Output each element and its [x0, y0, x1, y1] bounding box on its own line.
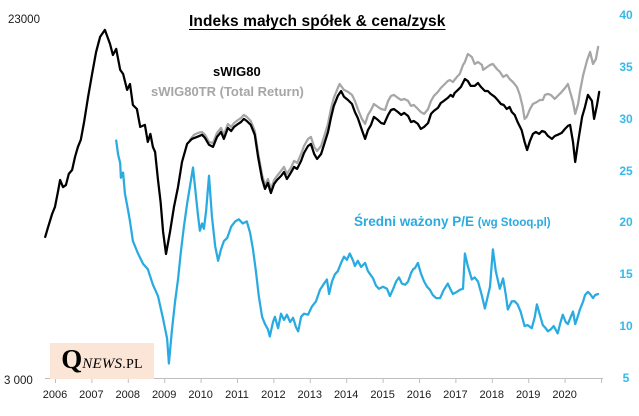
x-tick-label-2010: 2010: [188, 389, 213, 401]
right-axis-tick-label-35: 35: [619, 59, 633, 74]
series-label-pe-suffix: (wg Stooq.pl): [477, 217, 551, 229]
chart-title: Indeks małych spółek & cena/zysk: [189, 13, 446, 30]
x-tick-label-2015: 2015: [370, 389, 395, 401]
x-tick-label-2013: 2013: [297, 389, 323, 401]
x-tick-label-2018: 2018: [479, 389, 505, 401]
qnews-logo-news: NEWS: [82, 356, 123, 372]
series-line-p-e: [115, 139, 600, 365]
x-tick-label-2006: 2006: [42, 389, 68, 401]
series-label-swig80tr: sWIG80TR (Total Return): [151, 84, 304, 99]
series-label-pe-main: Średni ważony P/E: [354, 214, 475, 229]
right-axis-tick-label-5: 5: [622, 371, 630, 385]
x-tick-label-2017: 2017: [443, 389, 468, 401]
x-tick-label-2011: 2011: [225, 389, 249, 401]
left-axis-max-label: 23000: [8, 14, 40, 26]
series-line-swig80: [44, 28, 601, 256]
right-axis-tick-label-40: 40: [619, 8, 633, 22]
x-tick-label-2020: 2020: [552, 389, 577, 401]
x-tick-label-2016: 2016: [406, 389, 432, 401]
qnews-logo: Q NEWS .PL: [50, 343, 154, 379]
series-label-swig80: sWIG80: [213, 64, 261, 79]
x-tick-label-2007: 2007: [79, 389, 104, 401]
x-tick-label-2019: 2019: [515, 389, 541, 401]
right-axis-tick-label-30: 30: [619, 111, 633, 126]
left-axis-min-label: 3 000: [4, 375, 33, 387]
right-axis-tick-label-25: 25: [619, 163, 633, 178]
x-tick-label-2009: 2009: [151, 389, 177, 401]
right-axis-tick-label-15: 15: [619, 267, 633, 282]
series-label-pe: Średni ważony P/E (wg Stooq.pl): [354, 214, 551, 230]
right-axis-tick-label-10: 10: [619, 319, 633, 334]
qnews-logo-pl: .PL: [122, 357, 143, 372]
qnews-logo-q: Q: [61, 344, 83, 374]
x-tick-label-2008: 2008: [115, 389, 141, 401]
right-axis-tick-label-20: 20: [619, 215, 633, 230]
x-tick-label-2012: 2012: [261, 389, 286, 401]
x-tick-label-2014: 2014: [333, 389, 359, 401]
